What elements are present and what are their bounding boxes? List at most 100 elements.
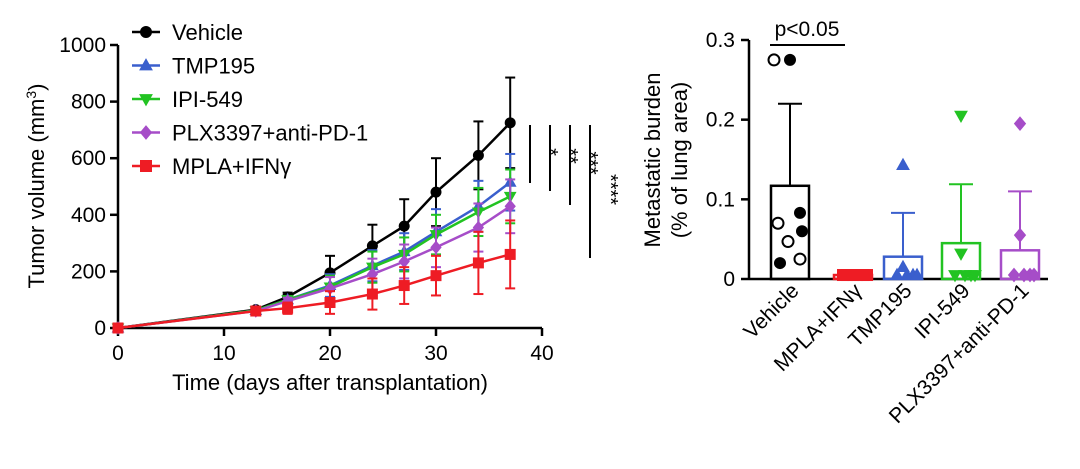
x-tick-label: 20 (318, 342, 341, 365)
bar-group-vehicle (767, 53, 811, 281)
bar-group-plx3397-anti-pd-1 (999, 116, 1041, 283)
data-point (900, 267, 914, 280)
data-point (430, 270, 442, 282)
line-chart-y-axis-title: Tumor volume (mm3) (23, 84, 49, 289)
series-line (117, 195, 511, 330)
data-point (430, 240, 442, 255)
y-tick-label: 600 (71, 147, 106, 170)
x-tick-label: 30 (424, 342, 447, 365)
data-point (324, 297, 336, 309)
legend-swatch-marker (139, 94, 153, 107)
x-tick-label: 10 (212, 342, 235, 365)
data-point (841, 269, 853, 282)
line-chart-series (111, 76, 517, 335)
data-point (771, 216, 785, 230)
legend-item: TMP195 (132, 54, 255, 79)
data-point (430, 186, 442, 198)
data-point (861, 269, 873, 282)
significance-label: **** (599, 174, 621, 205)
data-point (398, 220, 410, 232)
series-mpla-ifn- (112, 219, 516, 334)
legend-item: PLX3397+anti-PD-1 (132, 121, 368, 146)
data-point (896, 157, 910, 170)
legend-swatch-marker (140, 26, 152, 38)
bar-chart-y-axis-title-line1: Metastatic burden (640, 73, 665, 248)
data-point (250, 305, 262, 317)
data-point (954, 110, 968, 124)
legend-label: IPI-549 (172, 87, 243, 112)
data-point (504, 199, 516, 214)
bar-chart-y-ticks: 0 0.1 0.2 0.3 (706, 29, 749, 291)
bar-group-mpla-ifn- (832, 269, 874, 282)
line-chart-significance: ********** (529, 125, 621, 258)
data-point (366, 288, 378, 300)
legend-swatch-marker (140, 160, 152, 172)
data-point (1013, 116, 1027, 132)
series-plx3397-anti-pd-1 (112, 178, 516, 335)
y-tick-label: 1000 (59, 34, 106, 57)
p-value-annotation: p<0.05 (775, 18, 840, 41)
data-point (504, 248, 516, 260)
bar-chart-y-axis-title-line2: (% of lung area) (667, 82, 692, 239)
data-point (910, 267, 924, 280)
series-line (117, 205, 511, 330)
legend-label: MPLA+IFNγ (172, 154, 291, 179)
metastatic-burden-bar-chart: 0 0.1 0.2 0.3 Metastatic burden (% of lung … (640, 18, 1048, 428)
data-point (954, 248, 968, 261)
data-point (1027, 267, 1041, 283)
data-point (793, 252, 807, 266)
y-tick-label: 0.3 (706, 29, 735, 52)
y-tick-label: 800 (71, 91, 106, 114)
line-chart-legend: Vehicle TMP195 IPI-549 PLX3397+anti-PD-1 MPL… (132, 20, 368, 179)
line-chart-y-ticks: 0 200 400 600 800 1000 (59, 34, 118, 340)
data-point (948, 270, 962, 283)
legend-item: Vehicle (132, 20, 243, 45)
data-point (968, 270, 982, 283)
y-tick-label: 0 (723, 268, 735, 291)
x-tick-label: 0 (112, 342, 124, 365)
series-line (117, 181, 511, 330)
bar-group-tmp195 (882, 157, 924, 281)
legend-label: PLX3397+anti-PD-1 (172, 121, 368, 146)
y-tick-label: 400 (71, 204, 106, 227)
series-vehicle (112, 76, 516, 334)
y-tick-label: 0 (94, 317, 106, 340)
y-tick-label: 0.1 (706, 188, 735, 211)
data-point (794, 206, 806, 219)
data-point (958, 270, 972, 283)
data-point (784, 53, 796, 66)
data-point (504, 117, 516, 129)
data-point (282, 302, 294, 314)
data-point (781, 235, 795, 249)
data-point (472, 257, 484, 269)
x-tick-label: 40 (530, 342, 553, 365)
data-point (1017, 267, 1031, 283)
series-ipi-549 (111, 168, 517, 335)
data-point (472, 149, 484, 161)
y-tick-label: 0.2 (706, 109, 735, 132)
data-point (767, 53, 781, 67)
data-point (890, 267, 904, 280)
tumor-volume-line-chart: 0 10 20 30 40 0 200 400 600 800 1000 Time (days a… (23, 20, 621, 395)
data-point (796, 225, 808, 238)
line-chart-x-ticks: 0 10 20 30 40 (112, 328, 554, 365)
bar-chart-category-labels: VehicleMPLA+IFNγTMP195IPI-549PLX3397+ant… (739, 279, 1033, 428)
data-point (851, 269, 863, 282)
legend-item: IPI-549 (132, 87, 243, 112)
y-tick-label: 200 (71, 260, 106, 283)
data-point (896, 259, 910, 272)
data-point (774, 257, 786, 270)
bar-group-ipi-549 (940, 110, 982, 283)
data-point (1007, 267, 1021, 283)
data-point (398, 254, 410, 269)
bar-chart-bars (767, 53, 1041, 283)
legend-swatch-marker (139, 58, 153, 71)
data-point (1013, 227, 1027, 243)
legend-item: MPLA+IFNγ (132, 154, 291, 179)
legend-label: TMP195 (172, 54, 255, 79)
data-point (112, 322, 124, 334)
legend-swatch-marker (139, 125, 153, 140)
category-label: Vehicle (739, 279, 803, 343)
line-chart-x-axis-title: Time (days after transplantation) (172, 370, 488, 395)
